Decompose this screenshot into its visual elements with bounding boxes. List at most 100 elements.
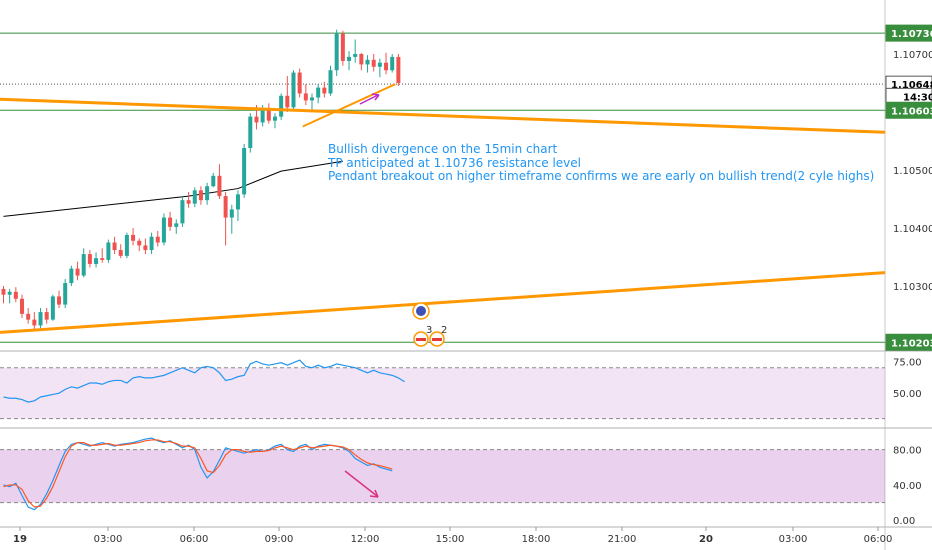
stoch-tick-label: 0.00 [893,516,915,527]
time-tick-label: 06:00 [180,534,209,545]
candle-body [260,109,265,123]
trendline-lower [0,271,886,334]
time-tick-label: 03:00 [94,534,123,545]
us-flag-stripe [416,338,426,341]
candle-body [1,288,6,295]
candle-body [26,313,31,320]
candle-body [254,116,259,123]
candle-body [285,95,290,108]
time-tick-label: 18:00 [522,534,551,545]
candle-body [384,62,389,71]
candle-body [217,175,222,197]
candle-body [371,59,376,67]
candle-body [57,296,62,305]
candle-body [94,258,99,264]
candle-body [118,250,123,256]
candle-body [63,283,68,305]
us-flag-stripe-2 [432,338,442,341]
candle-body [81,254,86,276]
time-tick-label: 12:00 [351,534,380,545]
candle-body [211,175,216,187]
time-tick-label: 19 [13,534,27,545]
stoch-tick-label: 40.00 [893,481,922,492]
economic-events[interactable]: 3 2 [412,302,447,347]
candle-body [100,258,105,260]
candle-body [316,87,321,98]
candle-body [180,200,185,224]
rsi-tick-label: 50.00 [893,389,922,400]
candle-body [32,319,37,326]
price-tick-label: 1.10700 [893,50,932,61]
candle-body [272,116,277,121]
chart-annotation: Bullish divergence on the 15min chart TP… [328,142,875,184]
candle-body [44,312,49,320]
purple-arrow [359,94,379,105]
candle-body [279,95,284,117]
time-tick-label: 15:00 [436,534,465,545]
rsi-tick-label: 75.00 [893,357,922,368]
candle-body [168,217,173,227]
red-arrow [344,470,378,497]
candle-body [174,223,179,227]
candle-body [390,56,395,71]
candle-body [353,54,358,57]
candle-body [365,59,370,65]
candle-body [20,298,25,314]
candle-body [87,254,92,264]
stoch-band-fill [0,449,885,503]
eu-flag-icon [416,306,426,316]
price-badge [885,333,932,351]
red-arrow-head [369,489,379,498]
candle-body [131,234,136,241]
candle-body [334,33,339,71]
candle-body [310,97,314,101]
candle-body [291,72,296,108]
candle-body [223,196,228,218]
annotation-line-3: Pendant breakout on higher timeframe con… [328,169,875,183]
price-badge [885,24,932,42]
event-count-b: 2 [441,325,447,336]
price-tick-label: 1.10300 [893,282,932,293]
candle-body [297,72,302,94]
candle-body [186,200,191,204]
price-badge-label: 14:30 [903,92,932,103]
candle-body [149,236,154,251]
time-tick-label: 03:00 [779,534,808,545]
candle-body [235,194,240,210]
candle-body [69,268,74,284]
candle-body [229,209,234,218]
candle-body [347,56,352,61]
candle-body [205,186,210,201]
candle-body [161,217,166,243]
candle-body [75,268,80,276]
price-badge-label: 1.10736 [891,29,932,40]
candle-body [340,33,345,61]
candle-body [266,109,271,121]
moving-average-line [3,160,343,217]
candle-body [328,70,333,94]
annotation-line-1: Bullish divergence on the 15min chart [328,142,558,156]
price-badge-label: 1.10203 [891,338,932,349]
stoch-tick-label: 80.00 [893,446,922,457]
time-tick-label: 21:00 [608,534,637,545]
purple-arrow-head [371,93,380,101]
time-tick-label: 06:00 [864,534,893,545]
time-tick-label: 09:00 [265,534,294,545]
rsi-values-line [3,359,405,403]
candle-body [155,236,160,243]
candle-body [303,93,308,101]
price-badge-label: 1.10648 [891,80,932,91]
candle-body [137,240,142,246]
annotation-line-2: TP anticipated at 1.10736 resistance lev… [328,155,581,170]
price-tick-label: 1.10400 [893,224,932,235]
candle-body [143,245,148,251]
candle-body [248,116,253,148]
candle-body [38,312,43,326]
candle-body [377,62,382,67]
candle-body [242,147,247,195]
trendline-upper [0,97,886,134]
candle-body [359,54,364,65]
trendline-short-support [302,83,396,128]
candle-body [124,234,129,256]
